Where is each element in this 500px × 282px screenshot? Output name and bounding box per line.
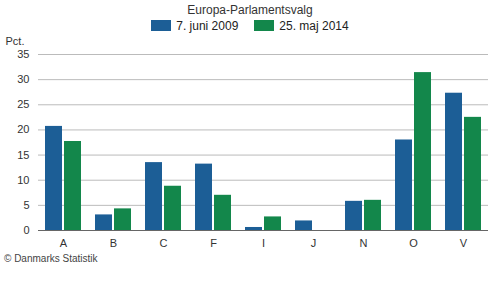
html-text:Europa-Parlamentsvalg: Europa-Parlamentsvalg: [187, 3, 313, 17]
svg-text:10: 10: [17, 174, 29, 186]
svg-text:A: A: [60, 237, 68, 249]
svg-text:J: J: [311, 237, 317, 249]
svg-text:35: 35: [17, 48, 29, 60]
html-text:25. maj 2014: 25. maj 2014: [279, 19, 349, 33]
svg-text:25: 25: [17, 98, 29, 110]
svg-text:20: 20: [17, 123, 29, 135]
svg-text:C: C: [160, 237, 168, 249]
svg-text:O: O: [409, 237, 418, 249]
svg-text:I: I: [262, 237, 265, 249]
html-text:7. juni 2009: 7. juni 2009: [176, 19, 239, 33]
svg-text:Pct.: Pct.: [6, 35, 25, 47]
html-text:© Danmarks Statistik: © Danmarks Statistik: [4, 253, 98, 264]
svg-text:5: 5: [23, 199, 29, 211]
svg-text:15: 15: [17, 149, 29, 161]
svg-text:0: 0: [23, 224, 29, 236]
svg-text:30: 30: [17, 73, 29, 85]
svg-text:N: N: [360, 237, 368, 249]
svg-text:B: B: [110, 237, 117, 249]
svg-text:V: V: [460, 237, 468, 249]
svg-text:F: F: [210, 237, 217, 249]
